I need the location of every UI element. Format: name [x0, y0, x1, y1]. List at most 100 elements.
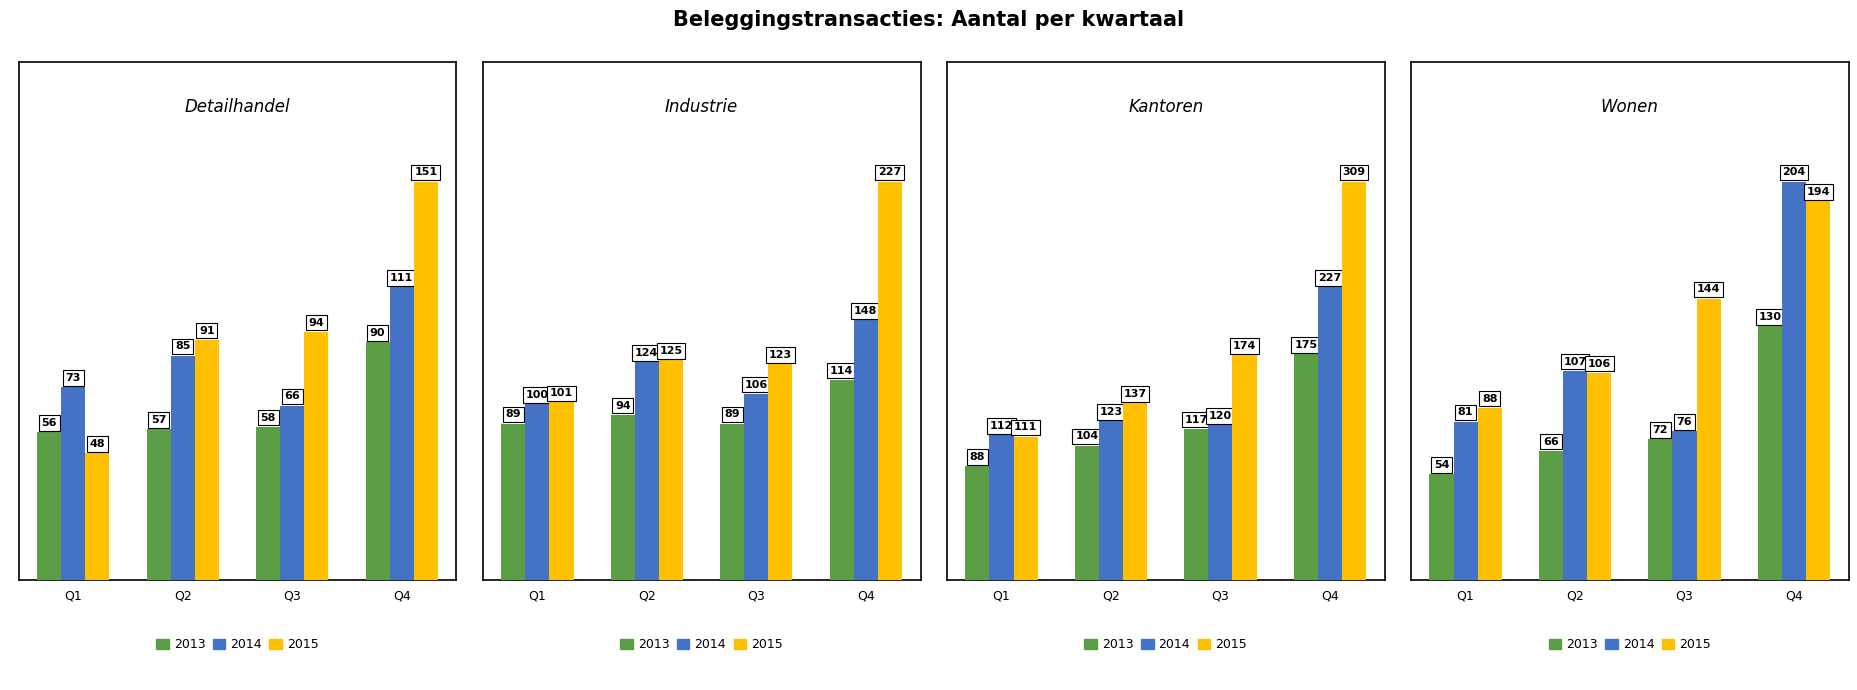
Bar	[1073, 446, 1097, 580]
Bar	[1317, 287, 1341, 580]
Text: 148: 148	[854, 306, 877, 316]
Text: 137: 137	[1123, 389, 1146, 399]
Bar	[1292, 354, 1317, 580]
Bar	[366, 342, 390, 580]
Text: 106: 106	[745, 380, 767, 390]
Text: 204: 204	[1781, 168, 1805, 177]
Bar	[1781, 181, 1805, 580]
Text: 58: 58	[260, 413, 275, 422]
Text: 124: 124	[635, 348, 657, 358]
Bar	[635, 362, 659, 580]
Legend: 2013, 2014, 2015: 2013, 2014, 2015	[1079, 633, 1252, 656]
Bar	[1097, 421, 1122, 580]
Bar	[37, 432, 61, 580]
Bar	[830, 380, 852, 580]
Text: 111: 111	[1014, 422, 1036, 433]
Text: 117: 117	[1185, 415, 1207, 425]
Text: 85: 85	[175, 342, 191, 351]
Text: 66: 66	[284, 391, 301, 402]
Bar	[305, 332, 329, 580]
Bar	[1695, 299, 1720, 580]
Bar	[501, 424, 526, 580]
Bar	[966, 466, 990, 580]
Bar	[1207, 425, 1231, 580]
Text: 114: 114	[830, 366, 852, 375]
Text: 88: 88	[1482, 394, 1497, 404]
Text: 91: 91	[199, 326, 215, 335]
Text: 48: 48	[89, 439, 106, 449]
Bar	[745, 394, 769, 580]
Bar	[526, 404, 550, 580]
Text: 227: 227	[878, 168, 901, 177]
Text: 111: 111	[390, 273, 412, 283]
Bar	[1757, 326, 1781, 580]
Text: 106: 106	[1586, 359, 1610, 368]
Text: 100: 100	[526, 390, 548, 400]
Bar	[280, 406, 305, 580]
Text: 89: 89	[724, 409, 739, 420]
Text: Industrie: Industrie	[665, 98, 737, 117]
Bar	[877, 181, 901, 580]
Legend: 2013, 2014, 2015: 2013, 2014, 2015	[1543, 633, 1716, 656]
Text: 151: 151	[414, 168, 436, 177]
Bar	[147, 429, 171, 580]
Text: 120: 120	[1209, 411, 1231, 421]
Bar	[1122, 403, 1146, 580]
Bar	[390, 287, 414, 580]
Text: 90: 90	[370, 328, 384, 338]
Bar	[550, 402, 574, 580]
Bar	[1805, 201, 1829, 580]
Legend: 2013, 2014, 2015: 2013, 2014, 2015	[615, 633, 787, 656]
Text: Wonen: Wonen	[1601, 98, 1658, 117]
Text: 66: 66	[1543, 437, 1558, 446]
Text: Kantoren: Kantoren	[1127, 98, 1203, 117]
Bar	[1428, 474, 1452, 580]
Text: 309: 309	[1341, 168, 1365, 177]
Text: 76: 76	[1675, 417, 1692, 427]
Text: 123: 123	[1099, 407, 1122, 417]
Bar	[256, 426, 280, 580]
Text: 101: 101	[550, 388, 572, 398]
Text: 81: 81	[1458, 407, 1473, 417]
Bar	[414, 181, 438, 580]
Text: 57: 57	[150, 415, 167, 425]
Bar	[1452, 422, 1476, 580]
Bar	[659, 360, 683, 580]
Bar	[1014, 437, 1036, 580]
Bar	[1231, 355, 1255, 580]
Text: Beleggingstransacties: Aantal per kwartaal: Beleggingstransacties: Aantal per kwarta…	[672, 10, 1185, 30]
Text: 104: 104	[1075, 431, 1097, 442]
Legend: 2013, 2014, 2015: 2013, 2014, 2015	[150, 633, 323, 656]
Text: 227: 227	[1318, 273, 1341, 283]
Text: 130: 130	[1757, 312, 1781, 322]
Text: 144: 144	[1695, 284, 1720, 295]
Text: 56: 56	[41, 418, 58, 428]
Text: 112: 112	[990, 421, 1012, 431]
Text: 107: 107	[1562, 357, 1586, 366]
Bar	[171, 355, 195, 580]
Text: Detailhandel: Detailhandel	[184, 98, 290, 117]
Bar	[852, 320, 877, 580]
Text: 175: 175	[1294, 340, 1317, 350]
Text: 94: 94	[615, 401, 630, 411]
Text: 123: 123	[769, 350, 791, 359]
Bar	[1586, 373, 1610, 580]
Bar	[1341, 181, 1365, 580]
Bar	[1183, 429, 1207, 580]
Text: 88: 88	[969, 452, 984, 462]
Text: 54: 54	[1434, 460, 1448, 470]
Bar	[195, 339, 219, 580]
Text: 94: 94	[308, 317, 323, 328]
Bar	[1562, 371, 1586, 580]
Text: 89: 89	[505, 409, 520, 420]
Bar	[611, 415, 635, 580]
Text: 73: 73	[65, 373, 82, 383]
Bar	[1671, 431, 1695, 580]
Text: 72: 72	[1653, 425, 1668, 435]
Text: 174: 174	[1233, 342, 1255, 351]
Bar	[1476, 408, 1500, 580]
Text: 194: 194	[1805, 187, 1829, 197]
Bar	[721, 424, 745, 580]
Bar	[1538, 451, 1562, 580]
Bar	[1647, 439, 1671, 580]
